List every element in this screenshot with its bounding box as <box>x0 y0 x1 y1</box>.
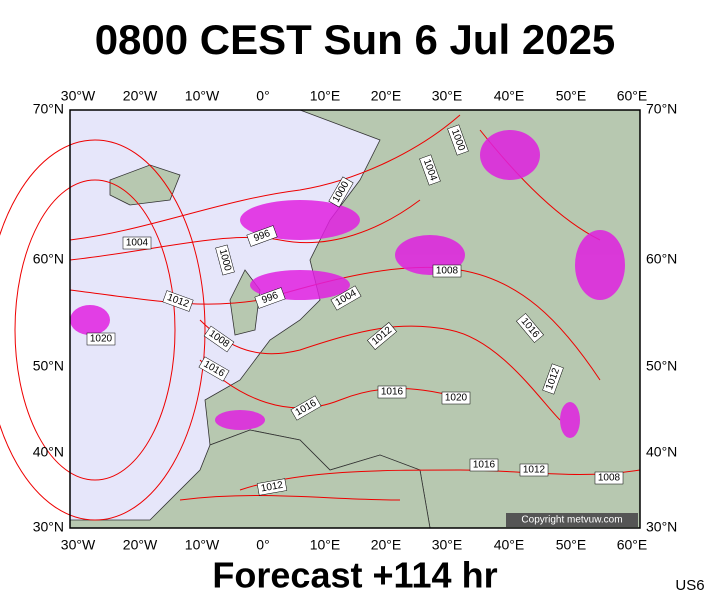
isobar-label: 1016 <box>381 387 404 398</box>
longitude-label: 50°E <box>556 537 587 553</box>
latitude-label: 40°N <box>33 444 64 460</box>
longitude-label: 30°E <box>432 88 463 104</box>
isobar-label-box <box>290 395 322 421</box>
isobar-label-box <box>203 325 235 353</box>
latitude-label: 60°N <box>646 251 677 267</box>
isobar-label: 1008 <box>598 473 621 484</box>
code: US6 <box>675 577 704 594</box>
isobar-label-box <box>246 225 278 247</box>
isobar-label-box <box>469 458 499 472</box>
isobar-label-box <box>594 471 624 485</box>
longitude-label: 30°W <box>61 88 96 104</box>
isobar-label-box <box>254 287 286 309</box>
longitude-label: 40°E <box>494 88 525 104</box>
isobar-label-box <box>367 322 397 350</box>
latitude-label: 30°N <box>33 519 64 535</box>
precipitation <box>70 130 625 438</box>
isobar-label-box <box>256 478 288 496</box>
latitude-label: 30°N <box>646 519 677 535</box>
longitude-label: 10°E <box>310 537 341 553</box>
longitude-label: 0° <box>256 537 269 553</box>
map: Copyright metvuw.com <box>0 109 641 529</box>
latitude-label: 40°N <box>646 444 677 460</box>
isobar-label: 1020 <box>90 334 113 345</box>
longitude-label: 40°E <box>494 537 525 553</box>
isobar-label-box <box>432 264 462 278</box>
longitude-label: 60°E <box>617 537 648 553</box>
latitude-label: 50°N <box>33 358 64 374</box>
isobar-label: 1012 <box>523 465 546 476</box>
latitude-label: 60°N <box>33 251 64 267</box>
longitude-label: 10°W <box>185 88 220 104</box>
isobar-label-box <box>519 463 549 477</box>
latitude-label: 50°N <box>646 358 677 374</box>
isobar-label-box <box>447 124 469 156</box>
longitude-label: 20°W <box>123 537 158 553</box>
isobar-label-box <box>162 290 194 312</box>
longitude-label: 50°E <box>556 88 587 104</box>
frame <box>69 109 641 529</box>
longitude-label: 30°E <box>432 537 463 553</box>
isobar-label: 1008 <box>436 266 459 277</box>
longitude-label: 10°E <box>310 88 341 104</box>
latitude-label: 70°N <box>33 101 64 117</box>
longitude-label: 60°E <box>617 88 648 104</box>
forecast: Forecast +114 hr <box>212 555 497 596</box>
longitude-label: 30°W <box>61 537 96 553</box>
isobar-label: 1016 <box>473 460 496 471</box>
longitude-label: 10°W <box>185 537 220 553</box>
title: 0800 CEST Sun 6 Jul 2025 <box>95 16 616 63</box>
longitude-label: 20°W <box>123 88 158 104</box>
longitude-label: 20°E <box>371 88 402 104</box>
isobar-label: 1012 <box>260 480 284 495</box>
isobar-label-box <box>419 154 441 186</box>
isobar-label-box <box>215 244 235 276</box>
isobar-label: 1004 <box>126 238 149 249</box>
isobar-label-box <box>377 385 407 399</box>
isobar-label-box <box>542 363 564 395</box>
isobar-label-box <box>441 391 471 405</box>
longitude-label: 20°E <box>371 537 402 553</box>
copyright-box <box>506 513 638 527</box>
isobar-label-box <box>516 313 544 343</box>
latitude-label: 70°N <box>646 101 677 117</box>
isobar-label-box <box>330 285 362 311</box>
longitude-label: 0° <box>256 88 269 104</box>
isobar-label-box <box>86 332 116 346</box>
isobar-label-box <box>122 236 152 250</box>
isobar-label-box <box>328 176 354 208</box>
isobar-label: 1020 <box>445 393 468 404</box>
copyright: Copyright metvuw.com <box>521 515 622 526</box>
isobar-label-box <box>198 356 230 382</box>
